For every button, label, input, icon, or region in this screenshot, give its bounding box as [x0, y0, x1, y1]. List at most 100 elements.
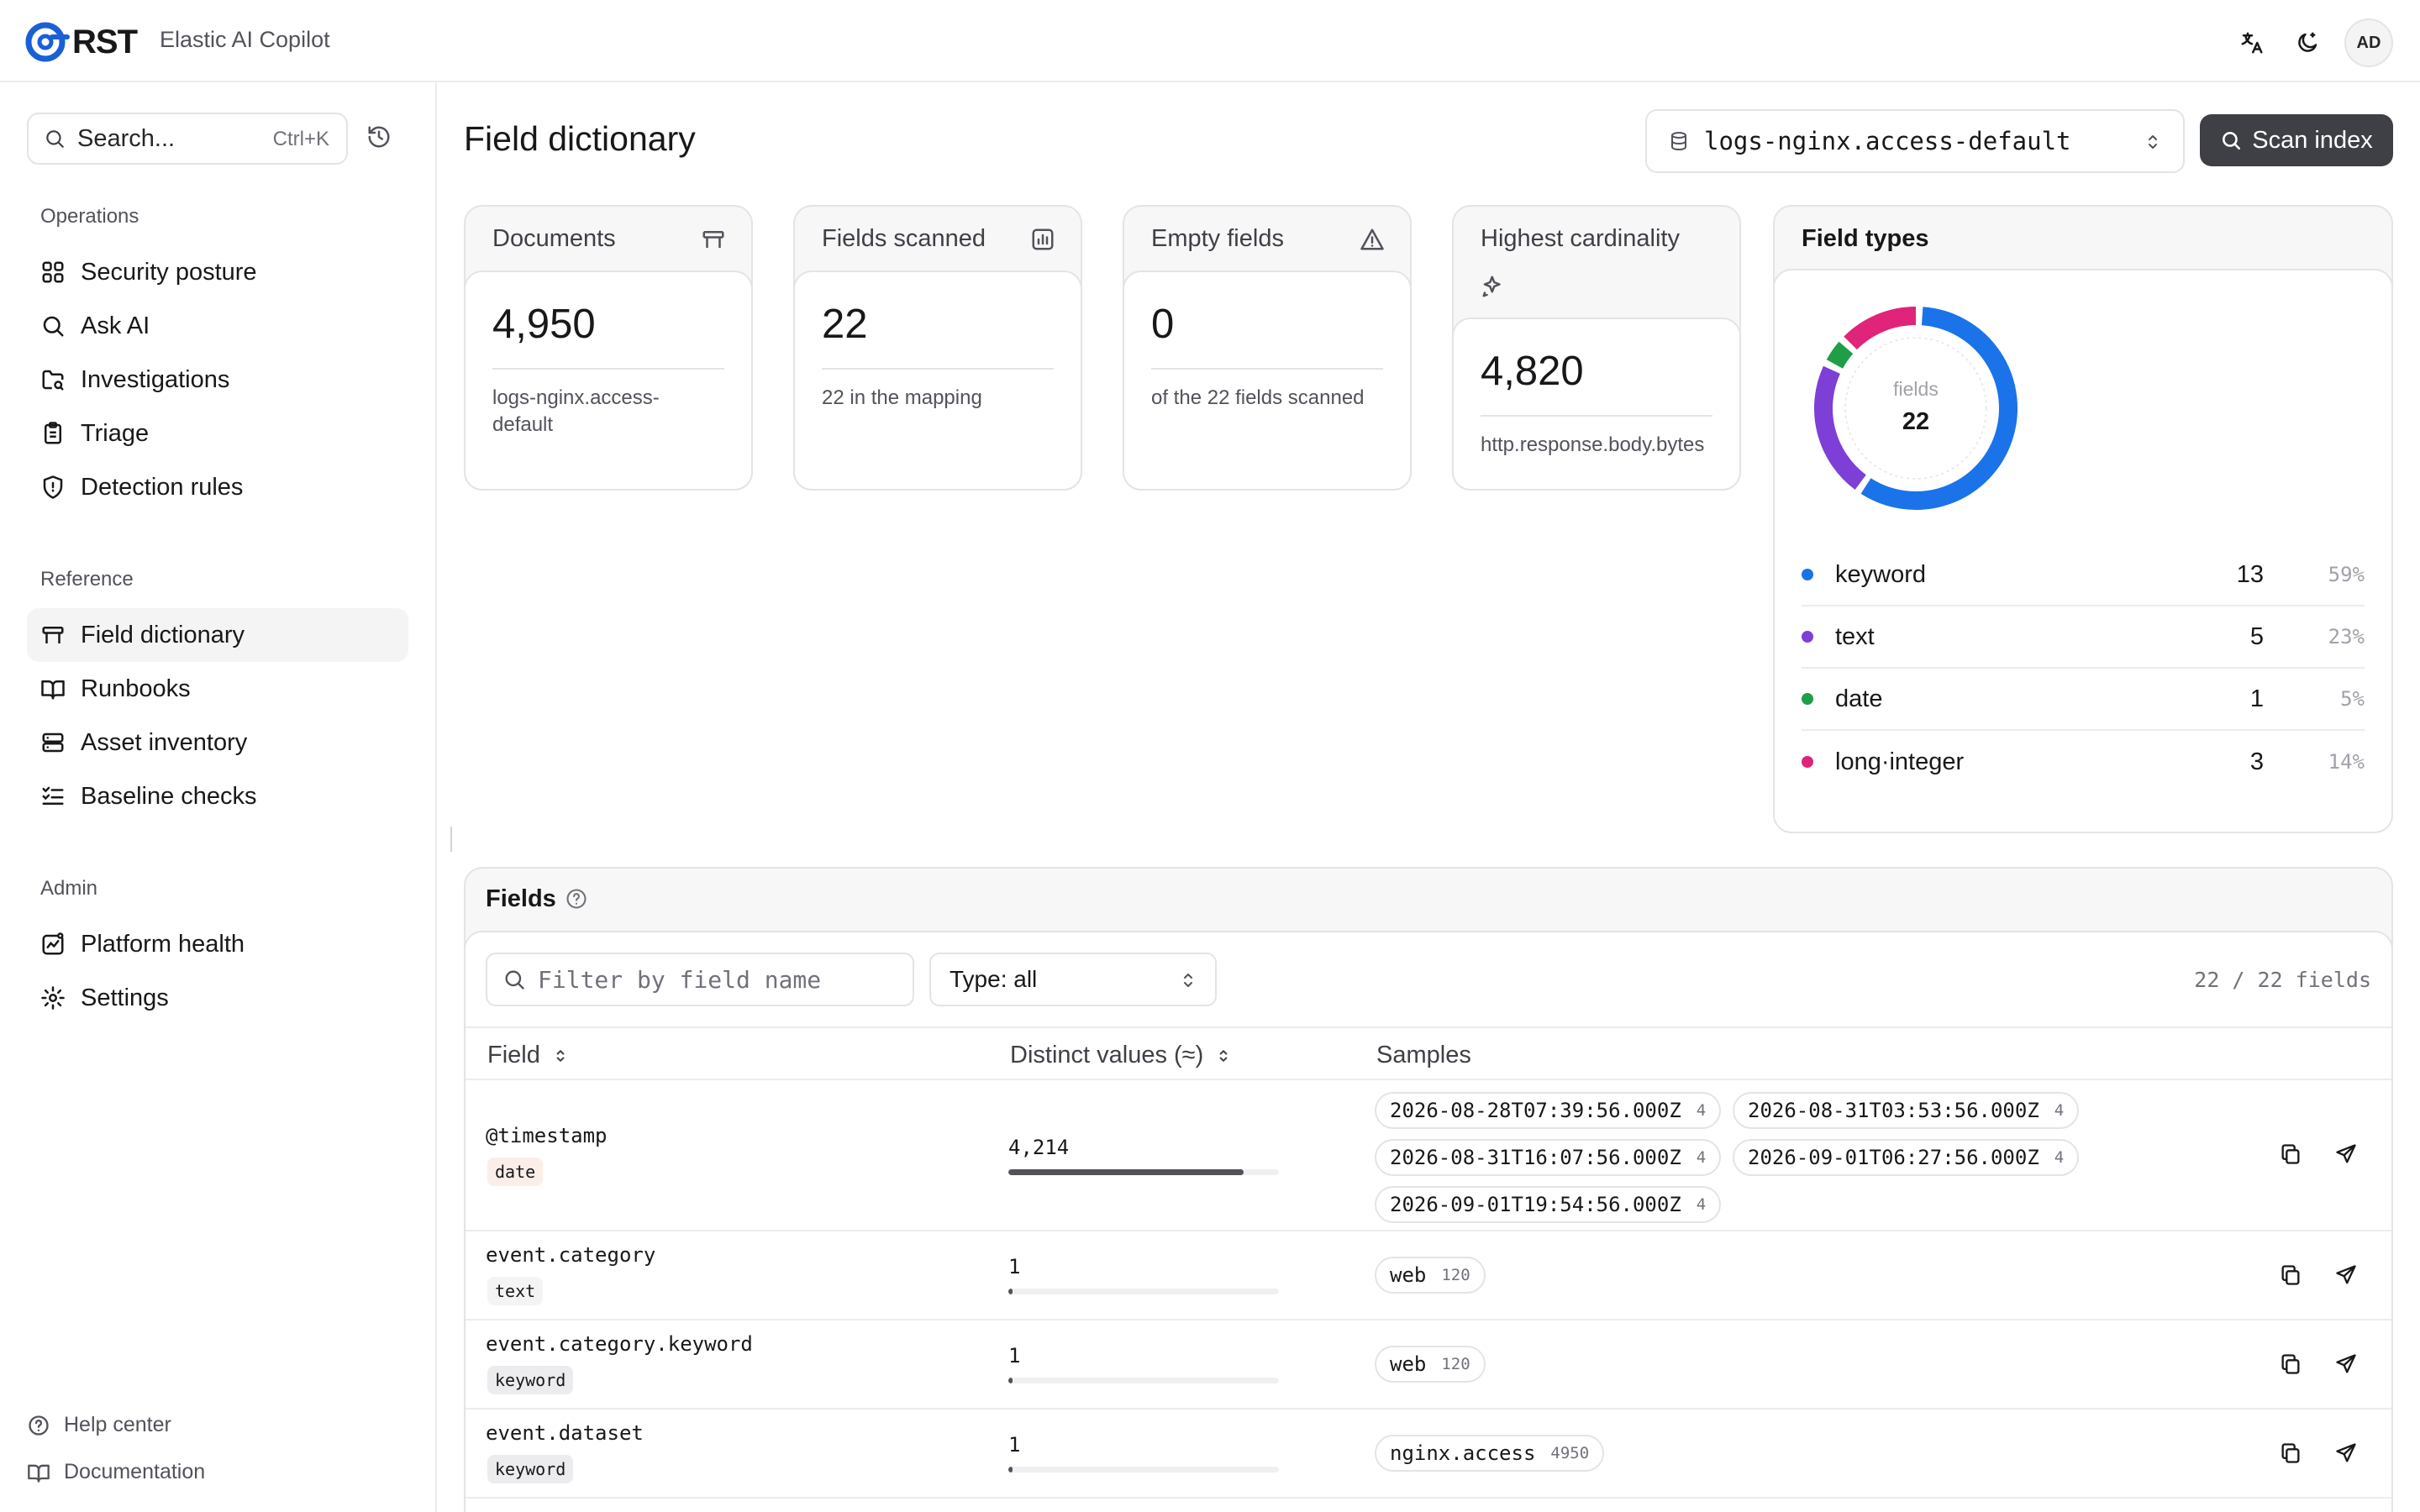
stat-value: 22 [822, 302, 868, 347]
help-icon[interactable] [565, 887, 588, 911]
resize-handle[interactable] [450, 827, 452, 852]
sample-chip[interactable]: web 120 [1375, 1346, 1486, 1383]
send-icon[interactable] [2334, 1441, 2358, 1465]
send-icon[interactable] [2334, 1142, 2358, 1166]
fields-card: Fields Filter by field name Type: all 22… [464, 867, 2393, 1512]
stat-value: 4,820 [1481, 349, 1584, 394]
sample-chip[interactable]: 2026-08-31T03:53:56.000Z 4 [1733, 1092, 2080, 1129]
type-pct: 5% [2340, 687, 2365, 711]
stat-sub: 22 in the mapping [822, 386, 982, 409]
translate-icon[interactable] [2233, 24, 2270, 61]
table-row: event.category.keyword keyword 1 web 120 [466, 1320, 2391, 1410]
theme-icon[interactable] [2289, 24, 2326, 61]
sidebar-item-security-posture[interactable]: Security posture [27, 245, 408, 299]
copy-icon[interactable] [2279, 1441, 2302, 1465]
field-name: event.category [486, 1243, 656, 1267]
type-row-date: date 1 5% [1802, 669, 2365, 731]
fields-title: Fields [486, 885, 556, 912]
table-row: @timestamp date 4,214 2026-08-28T07:39:5… [466, 1080, 2391, 1231]
page-title: Field dictionary [464, 119, 696, 158]
sidebar-item-field-dictionary[interactable]: Field dictionary [27, 608, 408, 662]
type-filter-select[interactable]: Type: all [929, 953, 1217, 1006]
distinct-count: 1 [1008, 1255, 1021, 1278]
type-name: long·integer [1835, 748, 1965, 775]
scan-index-button[interactable]: Scan index [2200, 114, 2393, 166]
folder-search-icon [42, 370, 64, 391]
type-badge: text [487, 1277, 544, 1305]
sidebar-item-baseline-checks[interactable]: Baseline checks [27, 769, 408, 823]
search-input[interactable]: Search... Ctrl+K [27, 113, 348, 165]
sample-chip[interactable]: 2026-09-01T06:27:56.000Z 4 [1733, 1139, 2080, 1176]
sidebar-item-platform-health[interactable]: Platform health [27, 917, 408, 971]
sidebar-item-detection-rules[interactable]: Detection rules [27, 460, 408, 514]
stat-sub: http.response.body.bytes [1481, 433, 1705, 456]
type-badge: date [487, 1158, 544, 1186]
search-icon [46, 130, 64, 148]
send-icon[interactable] [2334, 1352, 2358, 1376]
copy-icon[interactable] [2279, 1263, 2302, 1287]
distinct-bar [1008, 1169, 1279, 1175]
sidebar-item-ask-ai[interactable]: Ask AI [27, 299, 408, 353]
send-icon[interactable] [2334, 1263, 2358, 1287]
sidebar-item-settings[interactable]: Settings [27, 971, 408, 1025]
sidebar-item-triage[interactable]: Triage [27, 407, 408, 460]
sidebar-item-asset-inventory[interactable]: Asset inventory [27, 716, 408, 769]
stat-label: Fields scanned [822, 225, 986, 252]
help-center-link[interactable]: Help center [27, 1413, 171, 1437]
type-dot [1802, 756, 1813, 768]
stat-sub: logs-nginx.access-default [492, 386, 660, 436]
logo[interactable]: RST [24, 20, 138, 64]
type-count: 5 [2249, 622, 2264, 650]
field-name: event.dataset [486, 1421, 644, 1445]
list-check-icon [42, 786, 64, 805]
logo-text: RST [72, 23, 138, 60]
table-row: event.dataset keyword 1 nginx.access 4950 [466, 1410, 2391, 1499]
copy-icon[interactable] [2279, 1352, 2302, 1376]
sidebar-item-runbooks[interactable]: Runbooks [27, 662, 408, 716]
section-operations: Operations [40, 205, 139, 228]
book-icon [28, 1464, 50, 1483]
sort-icon [556, 1049, 565, 1062]
type-filter-value: Type: all [950, 966, 1038, 992]
type-pct: 59% [2328, 563, 2365, 586]
type-dot [1802, 631, 1813, 643]
avatar[interactable]: AD [2344, 18, 2393, 67]
sidebar-item-investigations[interactable]: Investigations [27, 353, 408, 407]
index-select-value: logs-nginx.access-default [1704, 127, 2071, 155]
stat-sub: of the 22 fields scanned [1151, 386, 1365, 409]
sample-chip[interactable]: web 120 [1375, 1257, 1486, 1294]
type-row-long-integer: long·integer 3 14% [1802, 731, 2365, 793]
table-row: event.category text 1 web 120 [466, 1231, 2391, 1320]
clipboard-icon [45, 422, 61, 444]
column-field-header[interactable]: Field [487, 1042, 569, 1069]
type-count: 3 [2249, 748, 2264, 775]
type-count: 13 [2236, 560, 2264, 588]
distinct-bar [1008, 1467, 1279, 1473]
copy-icon[interactable] [2279, 1142, 2302, 1166]
stat-value: 0 [1151, 302, 1175, 347]
sample-chip[interactable]: nginx.access 4950 [1375, 1435, 1605, 1472]
index-select[interactable]: logs-nginx.access-default [1645, 109, 2185, 173]
sample-chip[interactable]: 2026-08-28T07:39:56.000Z 4 [1375, 1092, 1722, 1129]
gear-icon [41, 986, 65, 1010]
field-filter-input[interactable]: Filter by field name [486, 953, 914, 1006]
type-badge: keyword [487, 1366, 574, 1394]
book-icon [41, 680, 65, 700]
documentation-link[interactable]: Documentation [27, 1460, 205, 1484]
donut-inner-ring [1844, 337, 1987, 480]
server-icon [42, 732, 64, 753]
search-placeholder: Search... [77, 124, 176, 152]
sparkles-icon [1482, 276, 1501, 297]
sample-chip[interactable]: 2026-09-01T19:54:56.000Z 4 [1375, 1186, 1722, 1223]
type-badge: keyword [487, 1455, 574, 1483]
field-name: @timestamp [486, 1124, 608, 1147]
column-distinct-header[interactable]: Distinct values (≈) [1010, 1042, 1232, 1069]
history-icon[interactable] [366, 124, 392, 154]
type-dot [1802, 569, 1813, 580]
type-row-text: text 5 23% [1802, 606, 2365, 669]
donut-slice-0 [1860, 307, 2018, 510]
sample-chip[interactable]: 2026-08-31T16:07:56.000Z 4 [1375, 1139, 1722, 1176]
donut-center-label: fields [1893, 378, 1939, 400]
distinct-count: 1 [1008, 1344, 1021, 1368]
grid-icon [42, 261, 64, 283]
